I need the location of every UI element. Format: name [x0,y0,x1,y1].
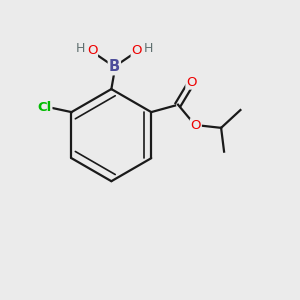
Text: Cl: Cl [38,101,52,114]
Text: O: O [190,119,201,132]
Text: H: H [144,42,153,56]
Text: O: O [131,44,142,57]
Text: B: B [109,59,120,74]
Text: O: O [87,44,97,57]
Text: H: H [76,42,85,56]
Text: O: O [186,76,196,89]
